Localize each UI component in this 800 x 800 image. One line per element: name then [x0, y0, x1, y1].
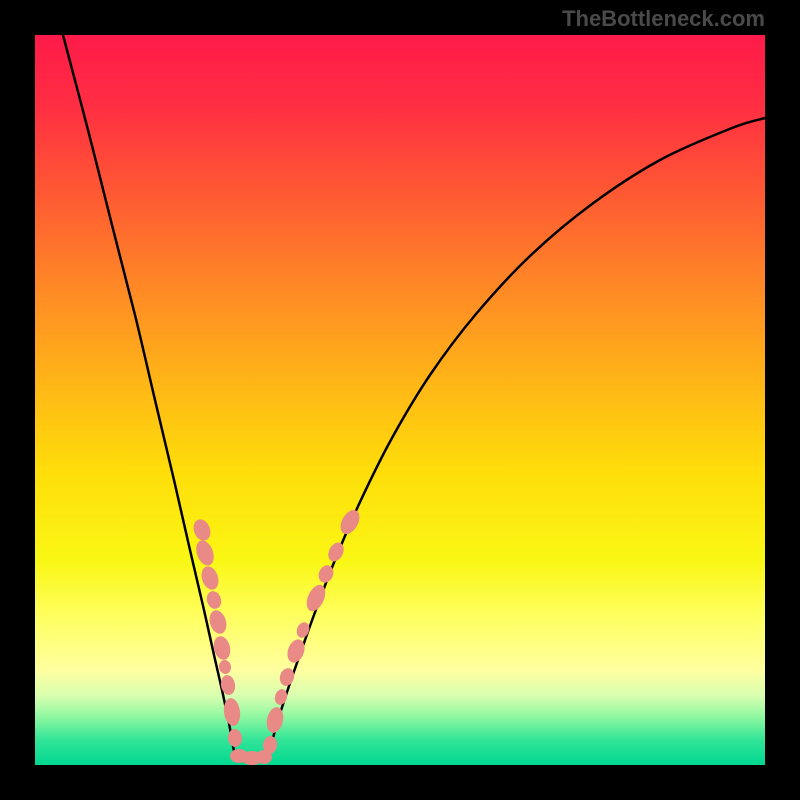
marker-bottom-2 [256, 750, 272, 764]
watermark: TheBottleneck.com [562, 6, 765, 32]
curve-right [268, 118, 765, 760]
marker-right-5 [295, 620, 312, 639]
curve-layer [0, 0, 800, 800]
marker-left-0 [191, 517, 214, 543]
curve-left [63, 35, 236, 760]
marker-left-1 [193, 538, 217, 568]
marker-left-2 [199, 564, 222, 592]
marker-right-8 [325, 540, 347, 564]
marker-left-6 [218, 659, 233, 675]
marker-left-4 [207, 608, 229, 636]
marker-left-3 [205, 589, 224, 610]
marker-right-9 [337, 507, 364, 537]
chart-root: TheBottleneck.com [0, 0, 800, 800]
marker-group [191, 507, 364, 765]
